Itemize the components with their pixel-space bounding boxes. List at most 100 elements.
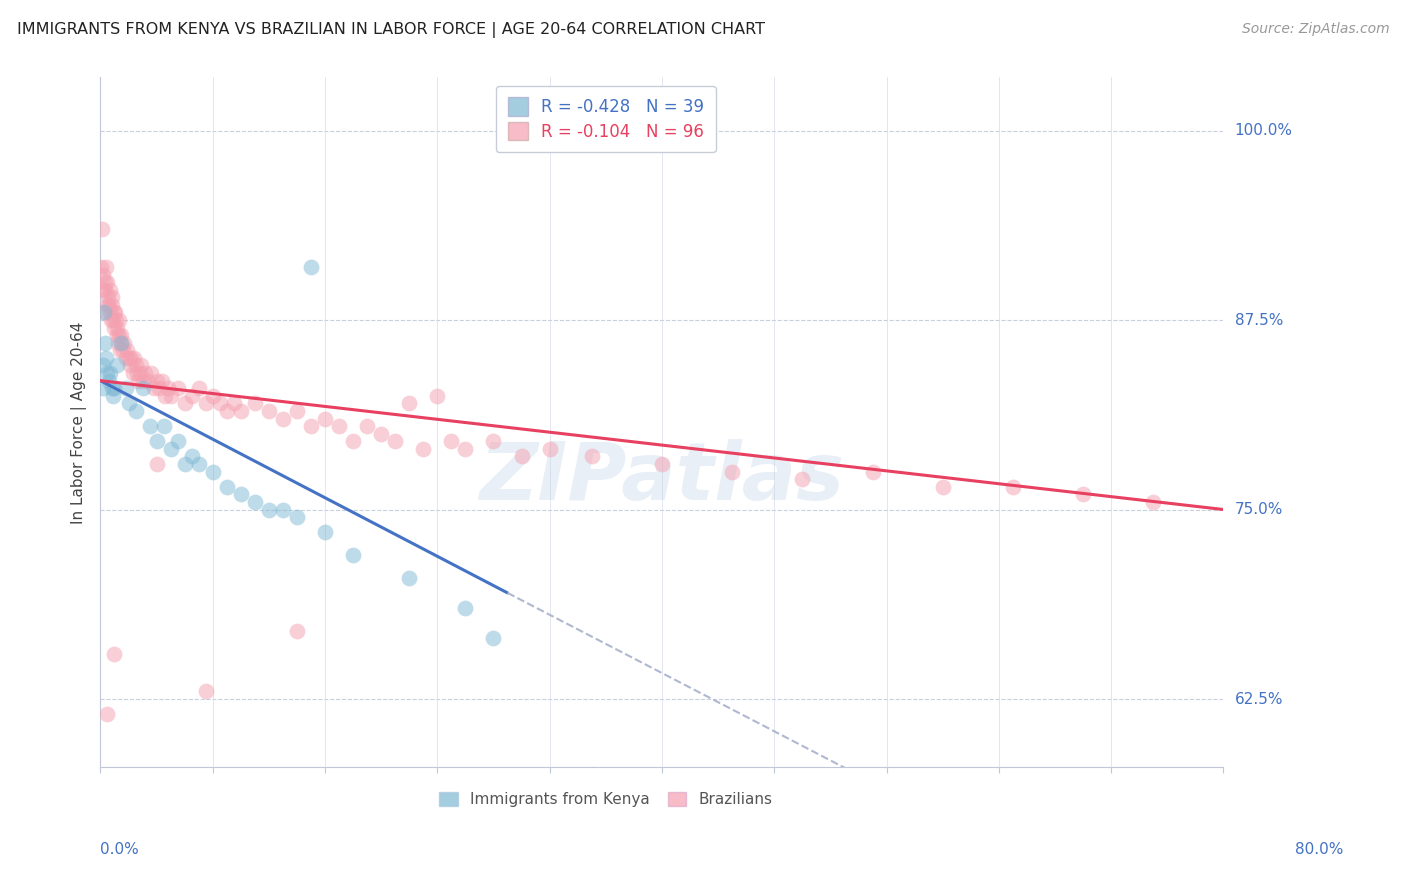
- Point: [98, 366, 121, 380]
- Point: [91, 283, 114, 297]
- Point: [454, 601, 477, 615]
- Point: [510, 450, 533, 464]
- Y-axis label: In Labor Force | Age 20-64: In Labor Force | Age 20-64: [72, 321, 87, 524]
- Point: [93, 305, 115, 319]
- Point: [142, 381, 165, 395]
- Point: [257, 502, 280, 516]
- Point: [111, 343, 134, 358]
- Point: [222, 396, 245, 410]
- Point: [370, 426, 392, 441]
- Point: [96, 275, 118, 289]
- Point: [285, 624, 308, 638]
- Point: [581, 768, 603, 782]
- Point: [138, 419, 160, 434]
- Point: [342, 434, 364, 449]
- Point: [538, 442, 561, 456]
- Point: [153, 389, 176, 403]
- Point: [103, 320, 125, 334]
- Point: [208, 396, 231, 410]
- Point: [134, 366, 156, 380]
- Point: [201, 389, 224, 403]
- Text: Source: ZipAtlas.com: Source: ZipAtlas.com: [1241, 22, 1389, 37]
- Point: [651, 457, 673, 471]
- Point: [356, 419, 378, 434]
- Point: [152, 419, 174, 434]
- Point: [96, 707, 118, 722]
- Point: [482, 632, 505, 646]
- Point: [257, 404, 280, 418]
- Point: [98, 305, 121, 319]
- Point: [271, 411, 294, 425]
- Point: [194, 396, 217, 410]
- Point: [121, 366, 143, 380]
- Point: [156, 381, 179, 395]
- Point: [103, 647, 125, 661]
- Point: [97, 290, 120, 304]
- Point: [145, 457, 167, 471]
- Point: [285, 404, 308, 418]
- Point: [180, 450, 202, 464]
- Text: IMMIGRANTS FROM KENYA VS BRAZILIAN IN LABOR FORCE | AGE 20-64 CORRELATION CHART: IMMIGRANTS FROM KENYA VS BRAZILIAN IN LA…: [17, 22, 765, 38]
- Point: [107, 335, 129, 350]
- Point: [112, 335, 135, 350]
- Point: [581, 450, 603, 464]
- Point: [187, 457, 209, 471]
- Point: [299, 260, 322, 274]
- Text: 80.0%: 80.0%: [1295, 842, 1343, 856]
- Point: [91, 359, 114, 373]
- Point: [299, 419, 322, 434]
- Point: [1001, 480, 1024, 494]
- Point: [271, 502, 294, 516]
- Point: [97, 374, 120, 388]
- Point: [215, 404, 238, 418]
- Point: [148, 381, 170, 395]
- Point: [1071, 487, 1094, 501]
- Point: [100, 381, 122, 395]
- Point: [110, 328, 132, 343]
- Point: [384, 434, 406, 449]
- Point: [180, 389, 202, 403]
- Point: [173, 396, 195, 410]
- Point: [166, 434, 188, 449]
- Point: [125, 366, 148, 380]
- Point: [124, 404, 146, 418]
- Point: [127, 374, 149, 388]
- Point: [97, 298, 120, 312]
- Point: [124, 359, 146, 373]
- Point: [342, 548, 364, 562]
- Point: [215, 480, 238, 494]
- Point: [173, 457, 195, 471]
- Point: [328, 419, 350, 434]
- Text: 62.5%: 62.5%: [1234, 691, 1284, 706]
- Point: [482, 434, 505, 449]
- Point: [243, 495, 266, 509]
- Point: [136, 374, 159, 388]
- Point: [118, 359, 141, 373]
- Point: [792, 472, 814, 486]
- Point: [285, 510, 308, 524]
- Point: [101, 389, 124, 403]
- Text: 87.5%: 87.5%: [1234, 312, 1282, 327]
- Point: [115, 343, 138, 358]
- Point: [107, 313, 129, 327]
- Point: [100, 290, 122, 304]
- Point: [110, 335, 132, 350]
- Point: [128, 366, 150, 380]
- Point: [139, 366, 162, 380]
- Point: [117, 396, 139, 410]
- Point: [931, 480, 953, 494]
- Point: [159, 442, 181, 456]
- Point: [129, 359, 152, 373]
- Point: [90, 260, 112, 274]
- Point: [105, 320, 128, 334]
- Point: [90, 222, 112, 236]
- Point: [131, 381, 153, 395]
- Point: [94, 260, 117, 274]
- Point: [91, 381, 114, 395]
- Point: [440, 434, 463, 449]
- Point: [104, 313, 127, 327]
- Point: [96, 298, 118, 312]
- Point: [120, 351, 142, 365]
- Point: [108, 328, 131, 343]
- Point: [314, 411, 336, 425]
